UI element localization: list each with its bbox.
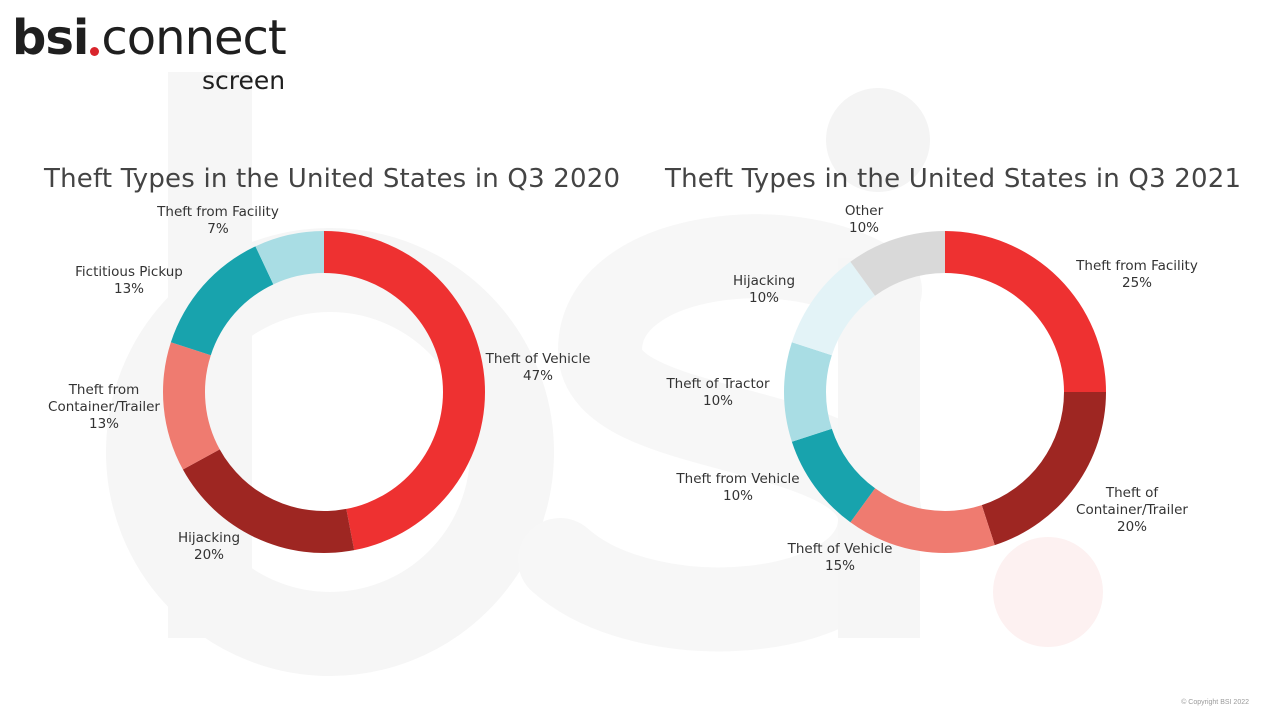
- data-label-2021-theft-from-facility: Theft from Facility 25%: [1075, 258, 1198, 291]
- data-label-2021-hijacking: Hijacking 10%: [733, 273, 795, 306]
- logo-brand-text: bsi: [12, 10, 89, 66]
- slice-2021-theft-of-vehicle: [850, 488, 995, 553]
- slice-2021-hijacking: [791, 261, 876, 356]
- slice-2020-hijacking: [182, 449, 355, 553]
- data-label-2021-theft-of-container-trailer: Theft of Container/Trailer 20%: [1076, 485, 1188, 535]
- copyright-text: © Copyright BSI 2022: [1181, 699, 1249, 706]
- slice-2020-theft-of-vehicle: [324, 231, 486, 551]
- slice-2021-other: [850, 231, 945, 296]
- logo-sub-text: screen: [202, 66, 286, 95]
- data-label-2020-theft-from-container-trailer: Theft from Container/Trailer 13%: [48, 382, 160, 432]
- slice-2021-theft-of-tractor: [783, 342, 832, 442]
- logo-red-dot: [90, 47, 100, 56]
- slice-2020-fictitious-pickup: [170, 246, 274, 356]
- data-label-2021-other: Other 10%: [845, 203, 884, 236]
- slice-2021-theft-from-vehicle: [791, 428, 876, 523]
- slice-2021-theft-of-container-trailer: [981, 392, 1106, 546]
- slice-2020-theft-from-container-trailer: [162, 342, 220, 470]
- data-label-2020-theft-from-facility: Theft from Facility 7%: [156, 204, 279, 237]
- logo-product-text: connect: [101, 10, 286, 66]
- data-label-2020-hijacking: Hijacking 20%: [178, 530, 240, 563]
- slice-2021-theft-from-facility: [945, 231, 1106, 392]
- data-label-2021-theft-of-tractor: Theft of Tractor 10%: [665, 376, 770, 409]
- bsi-connect-logo: bsi connect screen: [12, 10, 287, 95]
- chart-title-2020: Theft Types in the United States in Q3 2…: [44, 164, 621, 194]
- chart-title-2021: Theft Types in the United States in Q3 2…: [665, 164, 1242, 194]
- data-label-2020-fictitious-pickup: Fictitious Pickup 13%: [75, 264, 183, 297]
- data-label-2021-theft-from-vehicle: Theft from Vehicle 10%: [675, 471, 799, 504]
- slice-2020-theft-from-facility: [255, 231, 324, 285]
- data-label-2020-theft-of-vehicle: Theft of Vehicle 47%: [485, 351, 591, 384]
- data-label-2021-theft-of-vehicle: Theft of Vehicle 15%: [787, 541, 893, 574]
